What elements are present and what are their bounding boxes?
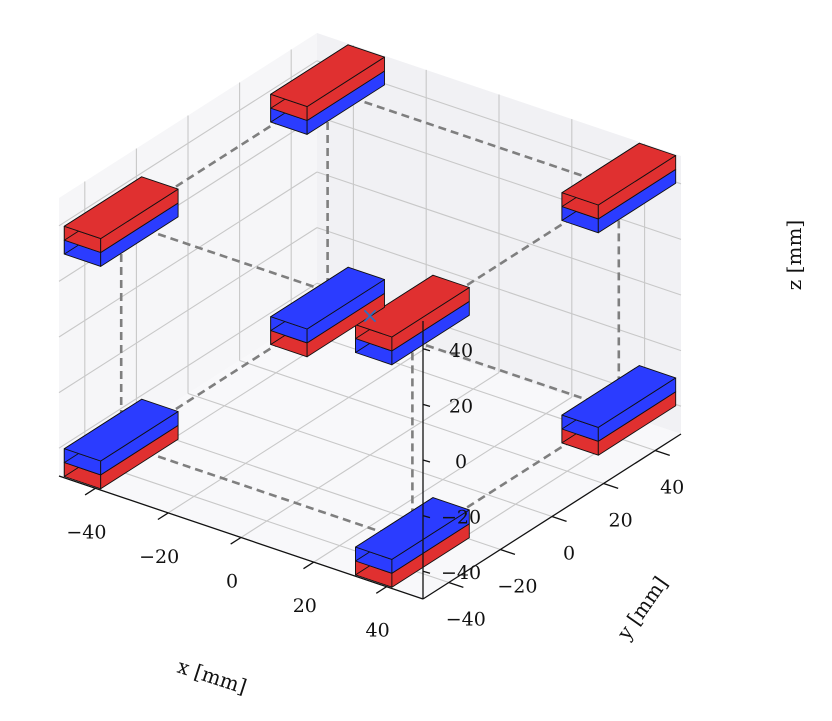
y-tick-label: −40 bbox=[446, 609, 486, 631]
magnet-top bbox=[355, 497, 470, 560]
z-tick bbox=[422, 403, 431, 408]
x-axis-label: x [mm] bbox=[175, 654, 250, 699]
magnet-top bbox=[355, 274, 470, 338]
z-tick bbox=[422, 570, 431, 574]
magnet bbox=[355, 274, 470, 366]
grid-line bbox=[316, 227, 682, 352]
x-tick-label: −20 bbox=[139, 546, 179, 568]
magnet-top bbox=[63, 176, 179, 240]
magnet-top bbox=[561, 142, 677, 206]
y-tick bbox=[551, 515, 567, 523]
magnet bbox=[561, 365, 677, 456]
center-marker: × bbox=[361, 304, 379, 329]
x-tick-label: 40 bbox=[366, 620, 390, 642]
magnet bbox=[63, 398, 179, 490]
y-tick-label: 20 bbox=[609, 510, 633, 532]
magnet bbox=[270, 266, 385, 358]
z-tick-label: 20 bbox=[449, 395, 473, 417]
x-tick-label: 20 bbox=[293, 595, 317, 617]
x-tick-label: −40 bbox=[66, 521, 106, 543]
magnet bbox=[561, 142, 677, 234]
magnet-top bbox=[561, 365, 677, 428]
z-tick bbox=[422, 459, 431, 463]
z-tick bbox=[422, 348, 431, 352]
z-tick-label: 40 bbox=[449, 340, 473, 362]
magnet-top bbox=[270, 44, 385, 108]
grid-line bbox=[316, 171, 682, 296]
magnets bbox=[63, 44, 677, 588]
x-tick bbox=[157, 512, 169, 521]
y-tick-label: −20 bbox=[497, 576, 537, 598]
y-tick-label: 40 bbox=[660, 477, 684, 499]
magnet-top bbox=[63, 398, 179, 462]
x-tick bbox=[230, 536, 242, 545]
grid-line bbox=[58, 227, 318, 394]
x-tick-label: 0 bbox=[226, 571, 238, 593]
y-tick bbox=[654, 449, 670, 457]
y-axis-label: y [mm] bbox=[611, 572, 672, 645]
magnet bbox=[63, 176, 179, 267]
x-tick bbox=[375, 586, 387, 594]
z-tick bbox=[422, 514, 431, 519]
z-axis-label: z [mm] bbox=[782, 220, 806, 290]
z-tick-label: −20 bbox=[441, 507, 481, 529]
z-tick-label: −40 bbox=[441, 562, 481, 584]
grid-line bbox=[58, 60, 318, 227]
magnet bbox=[270, 44, 385, 135]
z-tick-label: 0 bbox=[455, 451, 467, 473]
x-tick bbox=[84, 487, 96, 496]
grid-line bbox=[58, 171, 318, 338]
y-tick bbox=[448, 581, 464, 589]
y-tick-label: 0 bbox=[563, 543, 575, 565]
center-marker-symbol: × bbox=[361, 304, 379, 329]
y-tick bbox=[603, 482, 619, 490]
x-tick bbox=[303, 561, 315, 570]
magnet bbox=[355, 497, 470, 588]
axis-lines bbox=[58, 321, 682, 600]
grid-line bbox=[58, 282, 318, 449]
y-tick bbox=[500, 548, 516, 556]
tick-labels: −40 −20 0 20 40 −40 −20 0 20 40 −40 −20 0 20 40 bbox=[66, 340, 684, 642]
grid-line bbox=[239, 359, 604, 485]
magnet-top bbox=[270, 266, 385, 330]
grid-line bbox=[187, 392, 553, 518]
